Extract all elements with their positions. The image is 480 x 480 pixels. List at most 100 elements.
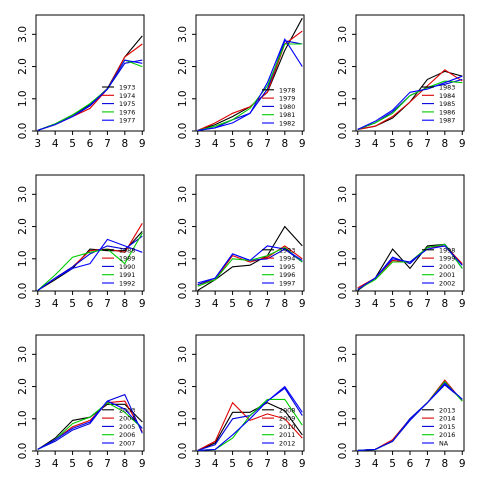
x-tick-label: 7: [424, 298, 431, 310]
legend-label: 2007: [119, 440, 135, 448]
x-tick-label: 9: [139, 458, 146, 470]
legend-label: 1999: [439, 255, 455, 263]
x-tick-label: 3: [34, 298, 41, 310]
legend-label: 1997: [279, 280, 295, 288]
legend-label: 2008: [279, 406, 295, 414]
legend-label: 1987: [439, 117, 455, 125]
x-tick-label: 6: [87, 298, 94, 310]
x-tick-label: 3: [34, 138, 41, 150]
y-tick-label: 2.0: [177, 218, 189, 235]
y-tick-label: 0.0: [17, 443, 29, 460]
series-line: [37, 393, 143, 450]
x-tick-label: 4: [52, 298, 59, 310]
x-tick-label: 8: [441, 458, 448, 470]
series-line: [357, 75, 463, 130]
x-tick-label: 3: [354, 138, 361, 150]
x-tick-label: 9: [299, 298, 306, 310]
series-line: [197, 43, 303, 131]
y-tick-label: 0.0: [177, 123, 189, 140]
x-tick-label: 5: [229, 458, 236, 470]
series-line: [37, 59, 143, 131]
y-tick-label: 0.0: [337, 283, 349, 300]
y-tick-label: 1.0: [17, 410, 29, 427]
y-tick-label: 1.0: [17, 250, 29, 267]
legend-label: 1975: [119, 100, 135, 108]
legend-label: 1990: [119, 263, 135, 271]
series-line: [37, 231, 143, 291]
legend-label: 1982: [279, 120, 295, 128]
series-line: [197, 245, 303, 284]
x-tick-label: 3: [34, 458, 41, 470]
x-tick-label: 5: [69, 458, 76, 470]
series-line: [197, 38, 303, 131]
legend-label: 1995: [279, 263, 295, 271]
series-line: [37, 232, 143, 291]
legend-label: 1996: [279, 271, 295, 279]
y-tick-label: 2.0: [177, 378, 189, 395]
y-tick-label: 3.0: [337, 26, 349, 43]
x-tick-label: 4: [212, 458, 219, 470]
y-tick-label: 1.0: [337, 90, 349, 107]
x-tick-label: 6: [407, 138, 414, 150]
y-tick-label: 2.0: [337, 378, 349, 395]
x-tick-label: 8: [281, 138, 288, 150]
x-tick-label: 3: [194, 458, 201, 470]
x-tick-label: 8: [121, 458, 128, 470]
legend-label: 1993: [279, 246, 295, 254]
x-tick-label: 5: [69, 298, 76, 310]
legend-label: 1980: [279, 103, 295, 111]
x-tick-label: 3: [354, 458, 361, 470]
legend-label: 2001: [439, 271, 455, 279]
y-tick-label: 3.0: [337, 186, 349, 203]
x-tick-label: 9: [459, 138, 466, 150]
x-tick-label: 4: [372, 298, 379, 310]
legend-label: 2012: [279, 440, 295, 448]
y-tick-label: 0.0: [17, 283, 29, 300]
legend-label: 1998: [439, 246, 455, 254]
x-tick-label: 7: [104, 458, 111, 470]
x-tick-label: 6: [247, 458, 254, 470]
y-tick-label: 3.0: [177, 26, 189, 43]
legend-label: 1983: [439, 84, 455, 92]
x-tick-label: 5: [229, 298, 236, 310]
legend-label: 1978: [279, 86, 295, 94]
series-line: [197, 401, 303, 451]
legend-label: 2006: [119, 431, 135, 439]
legend-label: 1991: [119, 271, 135, 279]
series-line: [37, 400, 143, 450]
legend-label: 2004: [119, 415, 135, 423]
series-line: [357, 245, 463, 290]
y-tick-label: 0.0: [337, 443, 349, 460]
x-tick-label: 4: [372, 138, 379, 150]
y-tick-label: 0.0: [17, 123, 29, 140]
legend-label: 2014: [439, 415, 455, 423]
legend-label: 1979: [279, 95, 295, 103]
legend-label: 1981: [279, 111, 295, 119]
x-tick-label: 3: [194, 298, 201, 310]
legend-label: 2011: [279, 431, 295, 439]
y-tick-label: 2.0: [177, 58, 189, 75]
y-tick-label: 0.0: [177, 443, 189, 460]
y-tick-label: 3.0: [17, 26, 29, 43]
legend-label: 2013: [439, 406, 455, 414]
y-tick-label: 3.0: [337, 346, 349, 363]
legend-label: 2016: [439, 431, 455, 439]
x-tick-label: 8: [281, 298, 288, 310]
x-tick-label: 6: [407, 298, 414, 310]
y-tick-label: 3.0: [17, 346, 29, 363]
x-tick-label: 6: [87, 458, 94, 470]
x-tick-label: 4: [212, 138, 219, 150]
legend-label: 2000: [439, 263, 455, 271]
x-tick-label: 9: [459, 298, 466, 310]
y-tick-label: 2.0: [337, 58, 349, 75]
